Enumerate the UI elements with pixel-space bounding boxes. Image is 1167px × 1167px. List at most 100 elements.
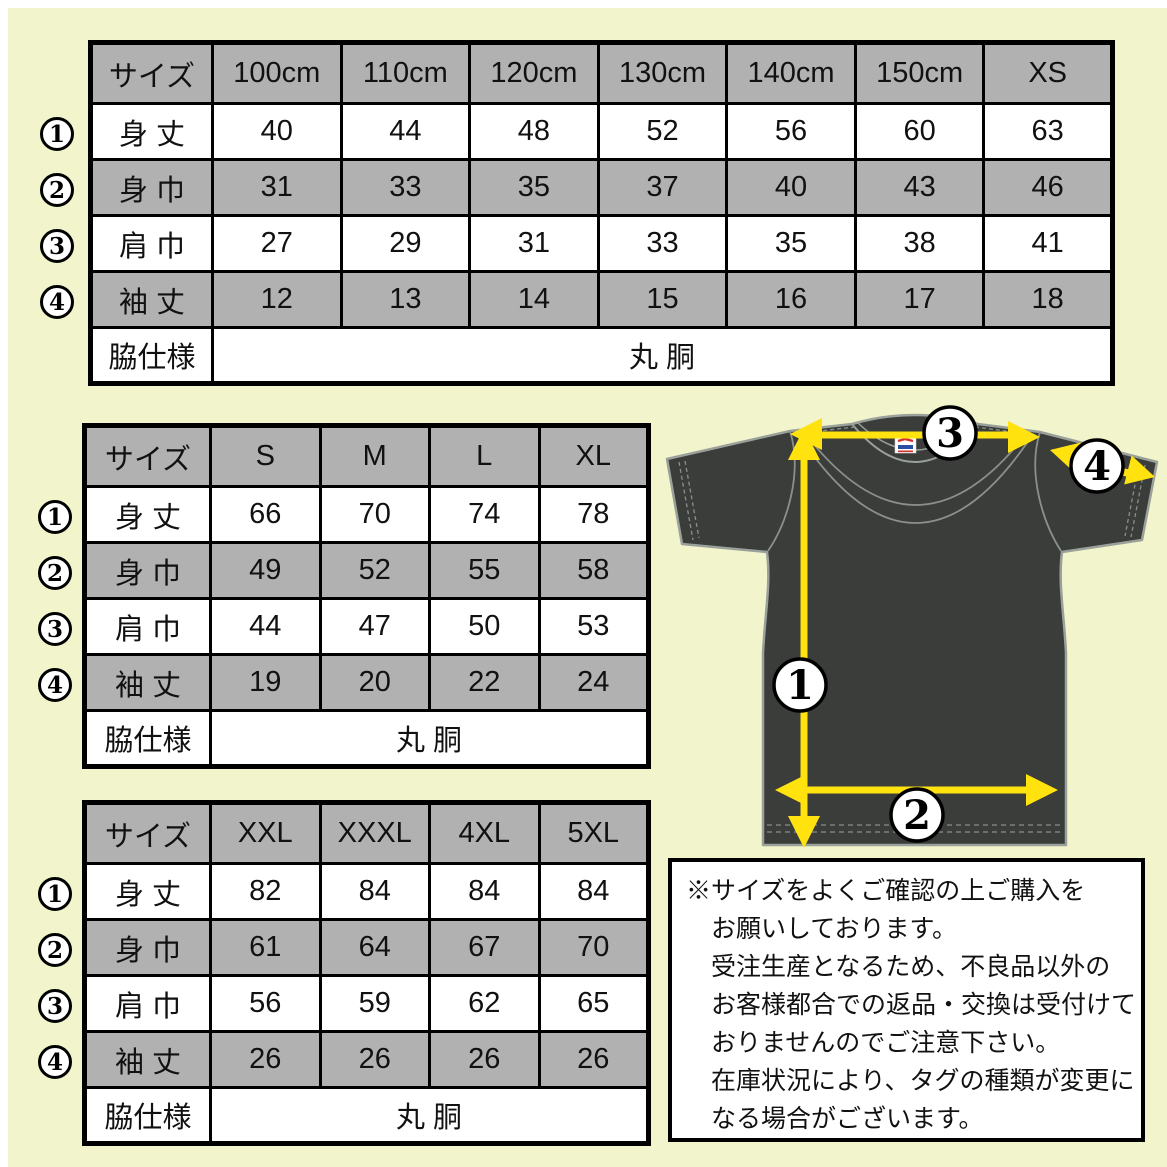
size-table-big: サイズ XXL XXXL 4XL 5XL 身 丈 82 84 84 84 身 巾 61 64 67 70 肩 … [82,800,651,1146]
notice-line: なる場合がございます。 [711,1105,984,1133]
measure-value: 19 [209,653,322,712]
measure-value: 14 [468,270,600,329]
measure-row-label: 身 丈 [89,102,214,161]
measure-value: 26 [318,1030,431,1089]
row-marker-4: 4 [38,668,72,702]
size-column-header: 130cm [596,41,729,105]
measure-value: 26 [537,1030,650,1089]
size-header-label: サイズ [83,424,212,488]
size-header-label: サイズ [83,801,212,865]
measure-value: 66 [209,485,322,544]
measure-value: 12 [211,270,343,329]
svg-text:1: 1 [786,662,814,709]
measure-value: 61 [209,918,322,977]
row-marker-2: 2 [40,173,74,207]
notice-line: ※サイズをよくご確認の上ご購入を [686,877,1086,905]
row-marker-1: 1 [38,500,72,534]
measure-marker-2: 2 [889,787,945,843]
row-marker-4: 4 [40,285,74,319]
measure-marker-1: 1 [772,657,828,713]
size-column-header: XS [982,41,1114,105]
measure-value: 53 [537,597,650,656]
measure-value: 24 [537,653,650,712]
measure-value: 13 [339,270,472,329]
side-spec-label: 脇仕様 [89,326,214,385]
measure-value: 33 [596,214,729,273]
measure-value: 44 [339,102,472,161]
measure-value: 47 [318,597,431,656]
size-column-header: XL [537,424,650,488]
size-column-header: 120cm [468,41,600,105]
notice-line: お客様都合での返品・交換は受付けて [711,991,1137,1019]
row-marker-2: 2 [38,933,72,967]
measure-value: 29 [339,214,472,273]
notice-line: おりませんのでご注意下さい。 [711,1029,1061,1057]
measure-value: 27 [211,214,343,273]
row-marker-3: 3 [38,989,72,1023]
size-column-header: 140cm [725,41,857,105]
measure-value: 74 [428,485,541,544]
measure-value: 50 [428,597,541,656]
measure-value: 65 [537,974,650,1033]
measure-value: 52 [596,102,729,161]
notice-line: 受注生産となるため、不良品以外の [711,953,1111,981]
svg-text:4: 4 [1083,443,1111,490]
size-column-header: M [318,424,431,488]
measure-value: 40 [725,158,857,217]
measure-row-label: 袖 丈 [83,653,212,712]
measure-marker-3: 3 [922,405,978,461]
measure-value: 31 [211,158,343,217]
measure-value: 82 [209,862,322,921]
measure-value: 44 [209,597,322,656]
measure-value: 59 [318,974,431,1033]
measure-row-label: 身 丈 [83,485,212,544]
measure-row-label: 身 巾 [83,918,212,977]
left-armhole-seam [767,430,796,552]
measure-row-label: 袖 丈 [83,1030,212,1089]
measure-value: 35 [468,158,600,217]
svg-text:3: 3 [936,410,964,457]
purchase-notice-box: ※サイズをよくご確認の上ご購入を お願いしております。 受注生産となるため、不良… [668,858,1145,1142]
measure-value: 26 [209,1030,322,1089]
measure-value: 31 [468,214,600,273]
size-header-label: サイズ [89,41,214,105]
measure-value: 43 [853,158,986,217]
size-column-header: L [428,424,541,488]
measure-row-label: 身 巾 [89,158,214,217]
size-column-header: S [209,424,322,488]
measure-row-label: 身 巾 [83,541,212,600]
chest-seam-1 [806,435,1024,506]
neck-tag [894,435,917,454]
measure-row-label: 袖 丈 [89,270,214,329]
side-spec-label: 脇仕様 [83,1086,212,1145]
measure-value: 78 [537,485,650,544]
measure-value: 16 [725,270,857,329]
size-column-header: 4XL [428,801,541,865]
measure-value: 38 [853,214,986,273]
size-table-adult: サイズ S M L XL 身 丈 66 70 74 78 身 巾 49 52 55 58 肩 巾 44 47 50 5… [82,423,651,769]
measure-row-label: 肩 巾 [89,214,214,273]
measure-value: 40 [211,102,343,161]
measure-value: 26 [428,1030,541,1089]
side-spec-value: 丸 胴 [209,709,650,768]
measure-row-label: 身 丈 [83,862,212,921]
measure-value: 18 [982,270,1114,329]
measure-value: 41 [982,214,1114,273]
measure-value: 56 [209,974,322,1033]
measure-value: 67 [428,918,541,977]
size-column-header: 150cm [853,41,986,105]
size-column-header: XXL [209,801,322,865]
row-marker-4: 4 [38,1045,72,1079]
row-marker-3: 3 [40,229,74,263]
row-marker-1: 1 [40,117,74,151]
body-length-arrow [788,428,820,848]
svg-text:2: 2 [903,792,931,839]
measure-value: 46 [982,158,1114,217]
right-cuff-stitch [1124,463,1146,538]
notice-line: お願いしております。 [711,915,958,943]
row-marker-1: 1 [38,877,72,911]
measure-value: 70 [537,918,650,977]
row-marker-2: 2 [38,556,72,590]
measure-value: 17 [853,270,986,329]
measure-value: 84 [537,862,650,921]
